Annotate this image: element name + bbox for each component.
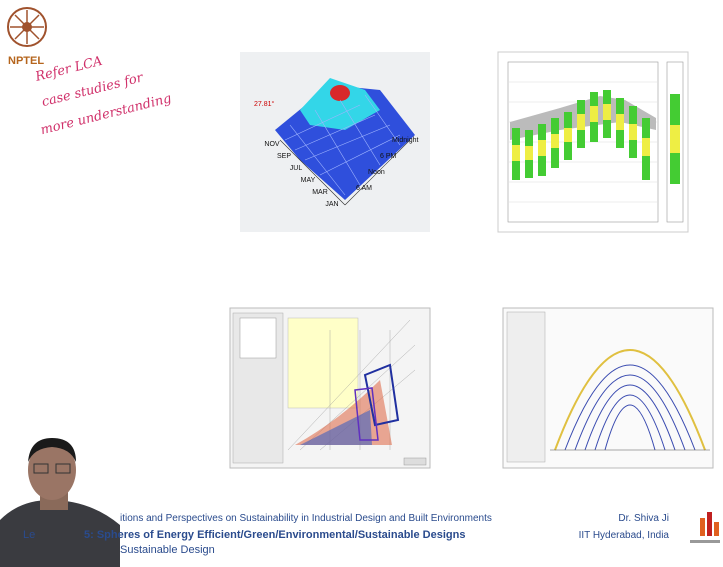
time-label: Midnight (392, 137, 419, 144)
affiliation: IIT Hyderabad, India (579, 530, 670, 541)
month-label: JAN (325, 201, 338, 208)
course-title: itions and Perspectives on Sustainabilit… (120, 513, 492, 524)
time-label: Noon (368, 169, 385, 176)
time-label: 6 PM (380, 153, 397, 160)
logo-text: NPTEL (8, 55, 44, 67)
psychrometric-image (230, 308, 430, 468)
lecture-prefix: Le (23, 529, 35, 541)
institute-logo (690, 512, 720, 543)
month-label: MAY (301, 177, 316, 184)
month-label: MAR (312, 189, 328, 196)
presenter-video (0, 438, 120, 567)
author: Dr. Shiva Ji (618, 513, 669, 524)
month-label: NOV (264, 141, 280, 148)
plot-label: 27.81° (254, 100, 275, 108)
time-label: 6 AM (356, 185, 372, 192)
slide: NPTEL Refer LCA case studies for more un… (0, 0, 723, 567)
bar-chart-image (498, 52, 688, 232)
sun-path-image (503, 308, 713, 468)
logo (8, 8, 46, 46)
month-label: SEP (277, 153, 291, 160)
month-label: JUL (290, 165, 303, 172)
lecture-subtitle: Sustainable Design (120, 544, 215, 556)
lecture-title: 5: Spheres of Energy Efficient/Green/Env… (84, 529, 465, 541)
